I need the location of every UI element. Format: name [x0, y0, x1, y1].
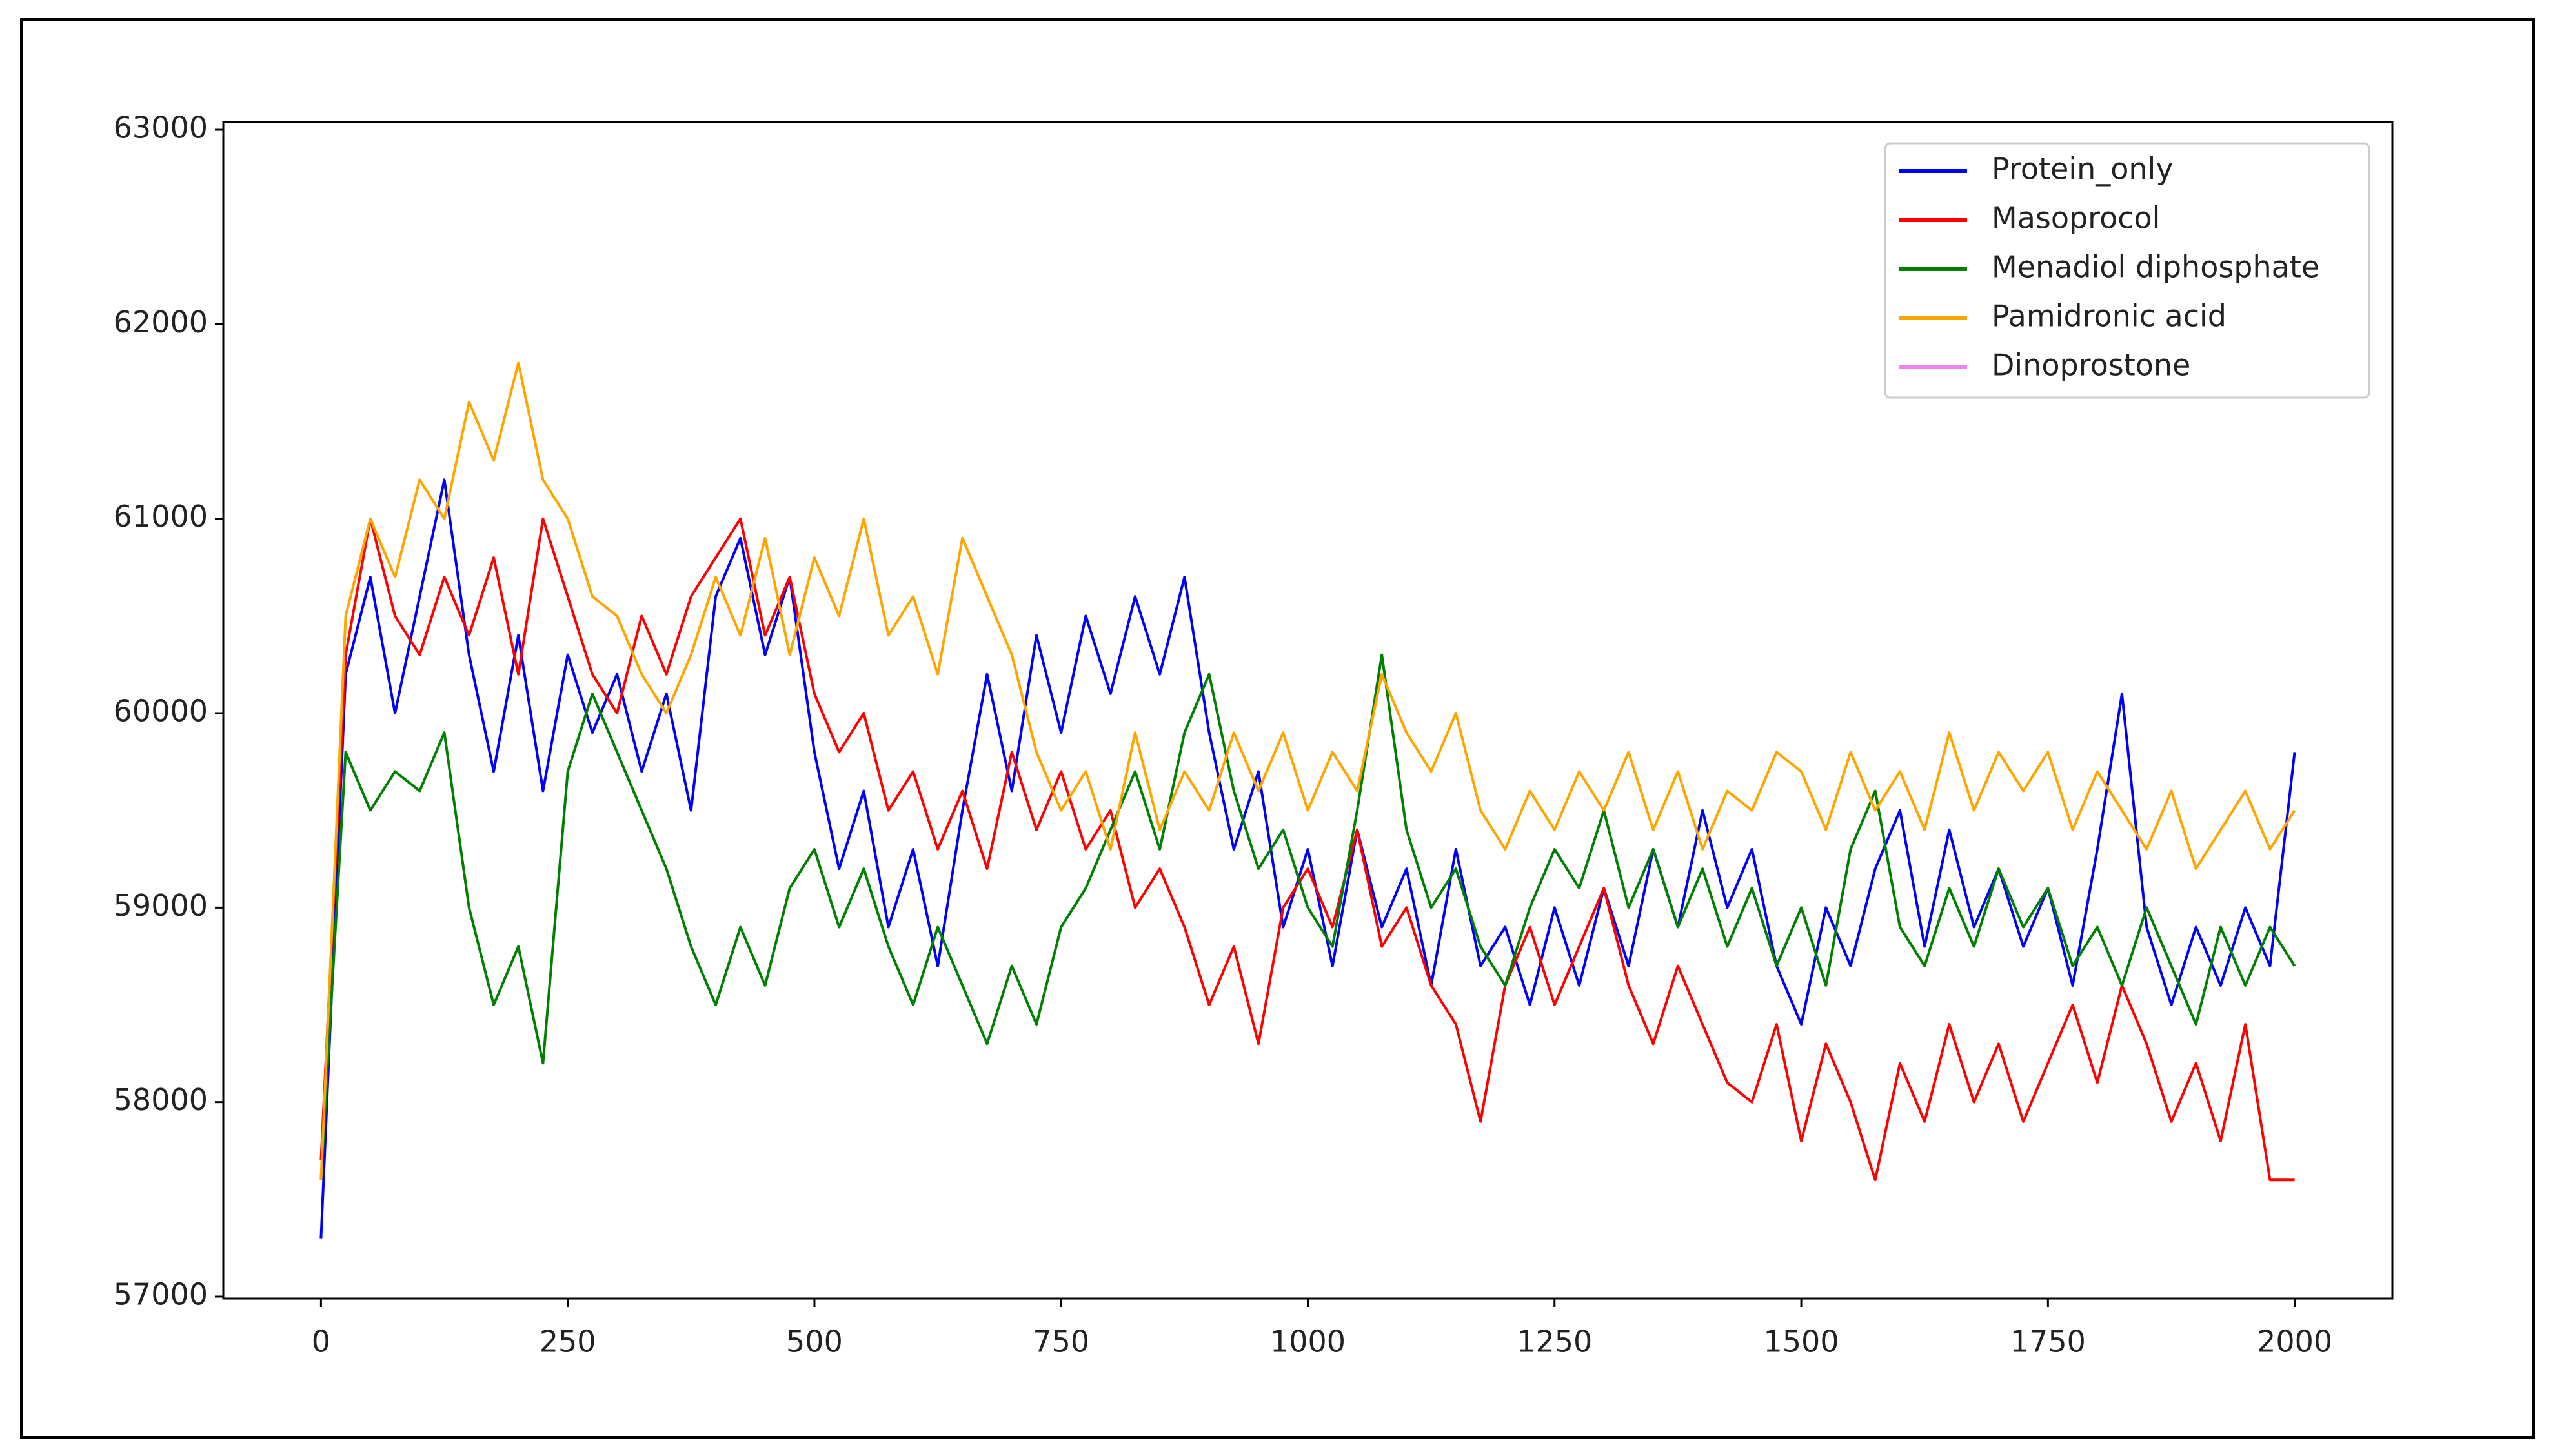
x-tick-label: 1750 [2010, 1324, 2086, 1359]
x-tick-label: 750 [1033, 1324, 1089, 1359]
x-tick-label: 1000 [1270, 1324, 1346, 1359]
x-tick-label: 250 [540, 1324, 596, 1359]
x-tick-label: 2000 [2257, 1324, 2332, 1359]
series-line [319, 653, 2296, 1180]
y-tick-label: 63000 [114, 110, 208, 145]
x-tick-label: 500 [786, 1324, 843, 1359]
y-tick-label: 62000 [114, 305, 208, 339]
axes-frame [222, 121, 2394, 1300]
legend-box [1884, 142, 2370, 399]
x-tick-label: 1500 [1764, 1324, 1839, 1359]
legend-label: Protein_only [1992, 152, 2174, 187]
legend-label: Dinoprostone [1992, 348, 2190, 383]
x-tick-label: 0 [312, 1324, 330, 1359]
y-tick-label: 59000 [114, 888, 208, 923]
series-line [319, 361, 2296, 1180]
series-line [319, 517, 2295, 1182]
legend-label: Pamidronic acid [1992, 299, 2227, 334]
y-tick-label: 61000 [114, 499, 208, 534]
series-line [319, 478, 2296, 1239]
y-tick-label: 60000 [114, 694, 208, 729]
legend-label: Menadiol diphosphate [1992, 250, 2319, 285]
y-tick-label: 58000 [114, 1082, 208, 1117]
x-tick-label: 1250 [1517, 1324, 1592, 1359]
y-tick-label: 57000 [114, 1277, 208, 1311]
legend-label: Masoprocol [1992, 201, 2160, 236]
